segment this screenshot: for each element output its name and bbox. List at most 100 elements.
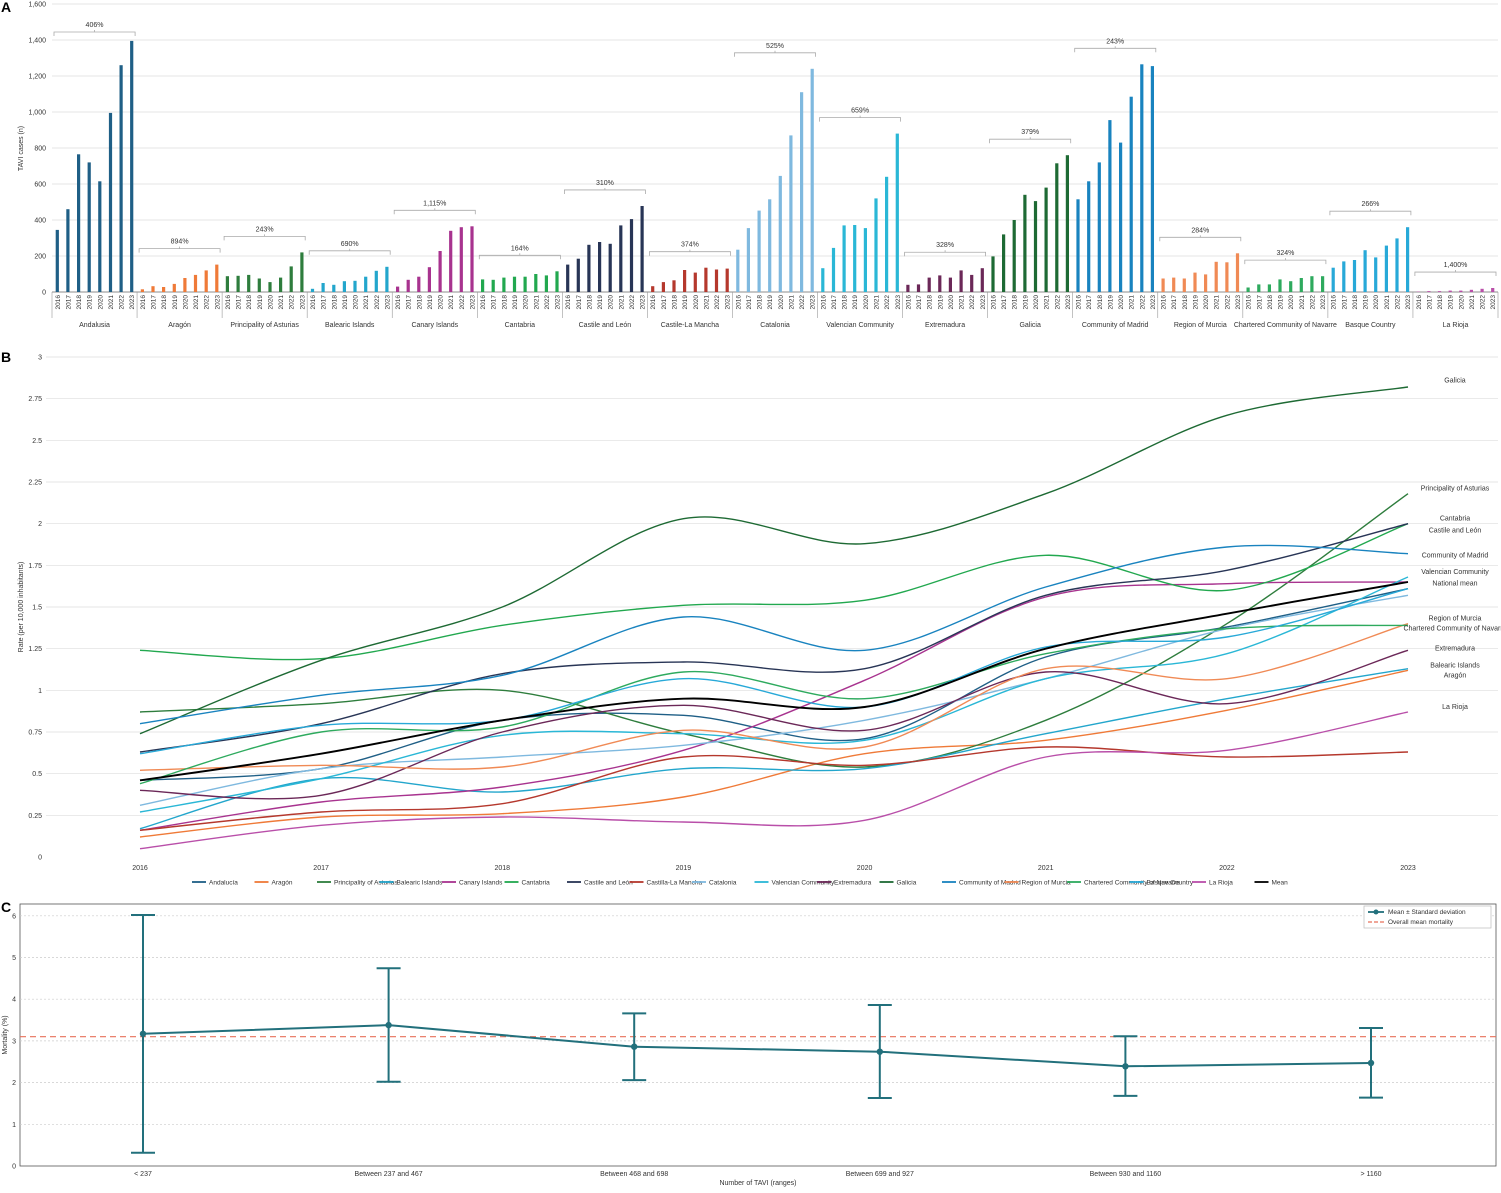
bar-castile-and-le-n-2021 — [619, 225, 622, 292]
bar-andalusia-2022 — [120, 65, 123, 292]
bar-catalonia-2020 — [779, 176, 782, 292]
y-tick-label: 2.5 — [32, 438, 42, 445]
series-line-balearic-islands — [140, 669, 1408, 829]
growth-label-catalonia: 525% — [766, 43, 784, 50]
x-tick-label: 2021 — [1038, 865, 1054, 872]
legend-label-mean: Mean — [1272, 880, 1289, 887]
bar-principality-of-asturias-2016 — [226, 276, 229, 292]
bar-andalusia-2020 — [98, 181, 101, 292]
bar-region-of-murcia-2018 — [1183, 279, 1186, 293]
year-tick-label: 2016 — [1076, 295, 1083, 310]
year-tick-label: 2020 — [863, 295, 870, 310]
bar-canary-islands-2017 — [407, 280, 410, 292]
bar-andalusia-2016 — [56, 230, 59, 292]
group-label-principality-of-asturias: Principality of Asturias — [230, 322, 299, 329]
year-tick-label: 2018 — [161, 295, 168, 310]
bar-castile-and-le-n-2022 — [630, 219, 633, 292]
year-tick-label: 2020 — [523, 295, 530, 310]
bar-cantabria-2018 — [502, 278, 505, 292]
bar-andalusia-2019 — [88, 162, 91, 292]
series-line-basque-country — [140, 589, 1408, 754]
y-tick-label: 4 — [12, 997, 16, 1004]
year-tick-label: 2018 — [501, 295, 508, 310]
bar-basque-country-2018 — [1353, 260, 1356, 292]
year-tick-label: 2020 — [182, 295, 189, 310]
legend-label-la-rioja: La Rioja — [1209, 880, 1233, 887]
bar-community-of-madrid-2017 — [1087, 181, 1090, 292]
bar-region-of-murcia-2021 — [1215, 262, 1218, 292]
series-line-cantabria — [140, 524, 1408, 660]
legend-label-cantabria: Cantabria — [522, 880, 551, 887]
year-tick-label: 2021 — [788, 295, 795, 310]
year-tick-label: 2016 — [1161, 295, 1168, 310]
year-tick-label: 2023 — [384, 295, 391, 310]
bar-cantabria-2021 — [534, 274, 537, 292]
year-tick-label: 2016 — [735, 295, 742, 310]
bar-principality-of-asturias-2020 — [268, 282, 271, 292]
bar-arag-n-2023 — [215, 265, 218, 292]
y-tick-label: 3 — [12, 1038, 16, 1045]
bar-andalusia-2021 — [109, 113, 112, 292]
group-label-canary-islands: Canary Islands — [411, 322, 458, 329]
y-tick-label: 400 — [34, 218, 46, 225]
legend-label-arag-n: Aragón — [272, 880, 293, 887]
year-tick-label: 2019 — [87, 295, 94, 310]
year-tick-label: 2023 — [129, 295, 136, 310]
group-label-castile-and-le-n: Castile and León — [579, 322, 632, 329]
year-tick-label: 2020 — [608, 295, 615, 310]
year-tick-label: 2022 — [1395, 295, 1402, 310]
year-tick-label: 2023 — [725, 295, 732, 310]
end-label-arag-n: Aragón — [1444, 672, 1467, 679]
bar-castile-and-le-n-2017 — [577, 259, 580, 292]
y-tick-label: 0.25 — [28, 813, 42, 820]
bar-basque-country-2019 — [1364, 250, 1367, 292]
bar-cantabria-2017 — [492, 280, 495, 292]
year-tick-label: 2019 — [1448, 295, 1455, 310]
bar-chartered-community-of-navarre-2020 — [1289, 281, 1292, 292]
bar-extremadura-2018 — [928, 278, 931, 292]
year-tick-label: 2021 — [278, 295, 285, 310]
bar-castile-la-mancha-2020 — [694, 273, 697, 292]
growth-bracket — [820, 118, 901, 122]
y-tick-label: 5 — [12, 955, 16, 962]
bar-galicia-2022 — [1055, 163, 1058, 292]
bar-basque-country-2016 — [1332, 268, 1335, 292]
legend-label-community-of-madrid: Community of Madrid — [959, 880, 1021, 887]
legend-label-castile-la-mancha: Castilla-La Mancha — [647, 880, 703, 887]
bar-balearic-islands-2018 — [332, 285, 335, 292]
end-label-la-rioja: La Rioja — [1442, 704, 1468, 711]
year-tick-label: 2017 — [1341, 295, 1348, 310]
legend-label-galicia: Galicia — [897, 880, 917, 887]
bar-balearic-islands-2020 — [353, 281, 356, 292]
bar-catalonia-2021 — [789, 135, 792, 292]
bar-la-rioja-2021 — [1470, 290, 1473, 292]
year-tick-label: 2016 — [991, 295, 998, 310]
year-tick-label: 2023 — [1150, 295, 1157, 310]
growth-label-andalusia: 406% — [86, 22, 104, 29]
y-tick-label: 0 — [38, 855, 42, 862]
year-tick-label: 2023 — [1065, 295, 1072, 310]
legend-label-mean: Mean ± Standard deviation — [1388, 909, 1466, 916]
mean-point-5 — [1368, 1060, 1374, 1066]
year-tick-label: 2016 — [650, 295, 657, 310]
year-tick-label: 2020 — [1118, 295, 1125, 310]
year-tick-label: 2016 — [905, 295, 912, 310]
y-tick-label: 600 — [34, 182, 46, 189]
bar-la-rioja-2017 — [1427, 291, 1430, 292]
y-tick-label: 6 — [12, 913, 16, 920]
bar-valencian-community-2022 — [885, 177, 888, 292]
bar-castile-and-le-n-2016 — [566, 265, 569, 292]
year-tick-label: 2018 — [1267, 295, 1274, 310]
bar-valencian-community-2021 — [874, 198, 877, 292]
y-tick-label: 1,200 — [28, 74, 46, 81]
y-tick-label: 2.25 — [28, 480, 42, 487]
year-tick-label: 2018 — [246, 295, 253, 310]
legend-label-region-of-murcia: Region of Murcia — [1022, 880, 1072, 887]
year-tick-label: 2022 — [119, 295, 126, 310]
growth-bracket — [905, 252, 986, 256]
bar-principality-of-asturias-2019 — [258, 279, 261, 293]
y-tick-label: 3 — [38, 355, 42, 362]
group-label-andalusia: Andalusia — [79, 322, 110, 329]
